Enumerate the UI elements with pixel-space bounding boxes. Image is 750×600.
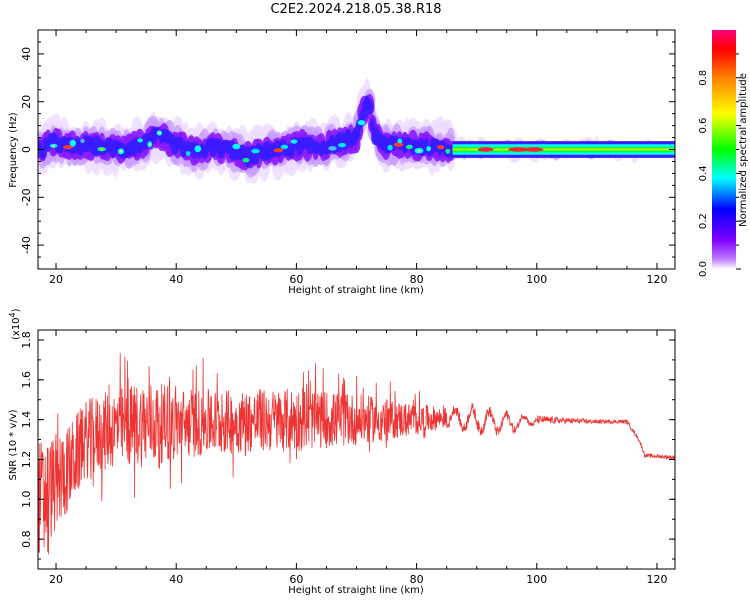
spectrogram-peak xyxy=(524,147,544,152)
spectrogram-core xyxy=(338,142,347,148)
spectrogram-core xyxy=(242,157,250,163)
colorbar-gradient xyxy=(712,30,736,269)
spectrogram-core xyxy=(232,143,241,150)
spectrogram-x-tick-label: 120 xyxy=(646,273,667,286)
spectrogram-y-tick-label: -40 xyxy=(20,236,33,254)
spectrogram-core xyxy=(194,145,202,153)
snr-series-line xyxy=(38,352,675,555)
snr-ticks: 20 40 60 80 100 120 0.8 1.0 1.2 1.4 1.6 1.8 xyxy=(20,330,675,586)
spectrogram-x-tick-label: 60 xyxy=(289,273,303,286)
colorbar-tick-label: 0.2 xyxy=(698,213,709,229)
spectrogram-core xyxy=(148,143,152,146)
snr-x-tick-label: 120 xyxy=(646,573,667,586)
spectrogram-heatmap xyxy=(38,78,675,184)
spectrogram-core xyxy=(185,151,191,156)
spectrogram-core xyxy=(426,146,431,152)
snr-y-tick-label: 0.8 xyxy=(20,530,33,548)
spectrogram-cell xyxy=(365,101,374,115)
spectrogram-core xyxy=(137,138,143,143)
snr-y-axis-label: SNR (10 * v/v) xyxy=(8,409,19,480)
spectrogram-core xyxy=(100,148,103,151)
snr-y-tick-label: 1.6 xyxy=(20,371,33,389)
spectrogram-peak xyxy=(477,147,494,152)
spectrogram-cell xyxy=(38,140,43,150)
snr-x-axis-label: Height of straight line (km) xyxy=(288,585,424,596)
spectrogram-cell xyxy=(360,107,369,120)
snr-x-tick-label: 60 xyxy=(289,573,303,586)
snr-scale-factor: (x104) xyxy=(8,308,22,340)
colorbar-tick-label: 0.6 xyxy=(698,118,709,134)
spectrogram-core xyxy=(445,148,451,154)
snr-x-tick-label: 20 xyxy=(49,573,63,586)
spectrogram-x-tick-label: 80 xyxy=(410,273,424,286)
spectrogram-y-tick-label: -20 xyxy=(20,188,33,206)
spectrogram-x-axis-label: Height of straight line (km) xyxy=(288,285,424,296)
spectrogram-core xyxy=(387,144,393,151)
spectrogram-core xyxy=(69,139,76,147)
spectrogram-core xyxy=(52,144,55,147)
figure-title: C2E2.2024.218.05.38.R18 xyxy=(270,2,442,17)
snr-panel: 20 40 60 80 100 120 0.8 1.0 1.2 1.4 1.6 1.8 Height … xyxy=(8,308,676,596)
spectrogram-core xyxy=(417,149,421,152)
spectrogram-panel: 20 40 60 80 100 120 40 20 0 -20 -40 Height of stra… xyxy=(8,29,676,296)
snr-x-tick-label: 40 xyxy=(169,573,183,586)
spectrogram-cell xyxy=(370,118,375,129)
spectrogram-core xyxy=(357,120,366,126)
spectrogram-core xyxy=(328,146,337,151)
spectrogram-x-tick-label: 20 xyxy=(49,273,63,286)
spectrogram-y-tick-label: 0 xyxy=(20,146,33,153)
snr-x-tick-label: 80 xyxy=(410,573,424,586)
spectrogram-peak xyxy=(63,145,73,150)
spectrogram-peak xyxy=(273,148,284,153)
snr-frame xyxy=(37,329,676,570)
spectrogram-cell xyxy=(88,136,94,146)
spectrogram-y-axis-label: Frequency (Hz) xyxy=(8,112,19,188)
spectrogram-core xyxy=(280,144,289,150)
snr-y-tick-label: 1.8 xyxy=(20,331,33,349)
spectrogram-core xyxy=(80,138,85,144)
spectrogram-ticks: 20 40 60 80 100 120 40 20 0 -20 -40 xyxy=(20,29,675,286)
snr-y-tick-label: 1.0 xyxy=(20,491,33,509)
spectrogram-core xyxy=(158,131,161,135)
spectrogram-y-tick-label: 20 xyxy=(20,95,33,109)
spectrogram-peak xyxy=(507,147,530,152)
spectrogram-band xyxy=(452,148,675,151)
snr-y-tick-label: 1.4 xyxy=(20,411,33,429)
spectrogram-cell xyxy=(40,149,45,159)
spectrogram-core xyxy=(251,148,260,154)
spectrogram-y-tick-label: 40 xyxy=(20,47,33,61)
spectrogram-x-tick-label: 40 xyxy=(169,273,183,286)
snr-y-tick-label: 1.2 xyxy=(20,451,33,469)
spectrogram-core xyxy=(119,150,123,153)
colorbar-tick-label: 0.8 xyxy=(698,70,709,86)
colorbar-label: Normalized spectral amplitude xyxy=(738,73,749,227)
colorbar: 0.0 0.2 0.4 0.6 0.8 Normalized spectral ampl… xyxy=(698,30,749,277)
spectrogram-peak xyxy=(437,145,445,150)
spectrogram-x-tick-label: 100 xyxy=(526,273,547,286)
spectrogram-peak xyxy=(393,142,404,147)
colorbar-ticks: 0.0 0.2 0.4 0.6 0.8 xyxy=(698,53,741,277)
spectrogram-core xyxy=(405,144,413,150)
snr-x-tick-label: 100 xyxy=(526,573,547,586)
colorbar-tick-label: 0.0 xyxy=(698,261,709,277)
spectrogram-cell xyxy=(287,146,295,159)
spectrogram-core xyxy=(290,139,298,144)
colorbar-tick-label: 0.4 xyxy=(698,165,709,181)
